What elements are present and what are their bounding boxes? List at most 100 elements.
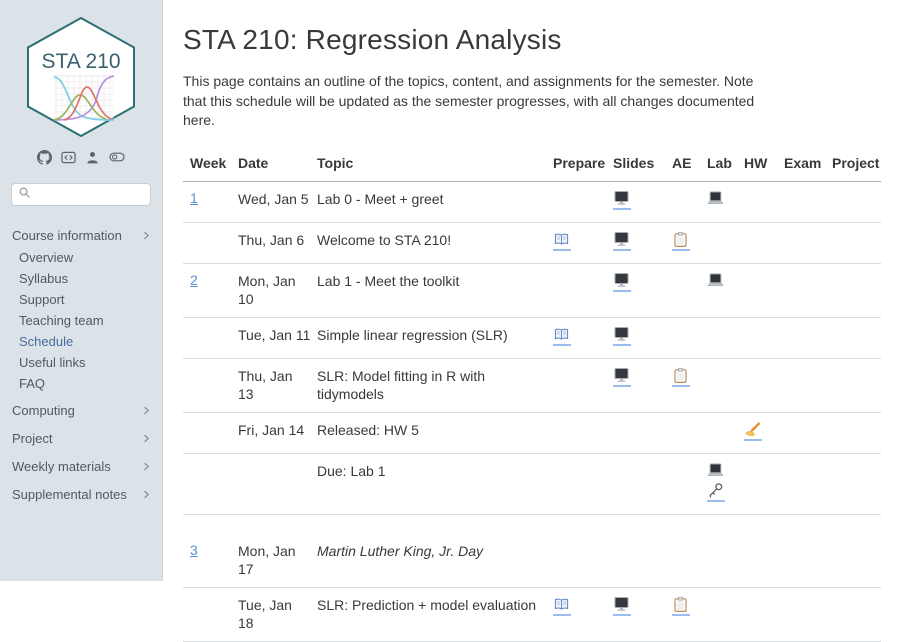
code-icon[interactable]	[61, 150, 76, 165]
ae-cell	[672, 222, 707, 263]
site-logo[interactable]: STA 210	[0, 0, 162, 143]
sidebar-item-faq[interactable]: FAQ	[0, 373, 162, 394]
week-cell	[183, 588, 238, 642]
hw-cell	[744, 181, 784, 222]
sidebar-item-schedule[interactable]: Schedule	[0, 331, 162, 352]
sidebar-item-syllabus[interactable]: Syllabus	[0, 268, 162, 289]
slides-cell	[613, 222, 672, 263]
writing-hand-icon[interactable]	[744, 421, 762, 441]
date-cell: Thu, Jan 6	[238, 222, 317, 263]
hw-cell	[744, 412, 784, 453]
lab-cell	[707, 412, 744, 453]
search-box[interactable]	[11, 183, 151, 206]
chevron-right-icon	[141, 405, 152, 416]
key-icon[interactable]	[707, 482, 725, 502]
column-header-prepare: Prepare	[553, 149, 613, 182]
week-cell	[183, 317, 238, 358]
week-link[interactable]: 3	[190, 542, 198, 558]
desktop-icon[interactable]	[613, 367, 631, 387]
desktop-icon[interactable]	[613, 272, 631, 292]
week-cell: 1	[183, 181, 238, 222]
book-icon[interactable]	[553, 596, 571, 616]
chevron-right-icon	[141, 489, 152, 500]
toggle-icon[interactable]	[109, 149, 125, 165]
user-icon[interactable]	[85, 150, 100, 165]
sidebar-item-teaching-team[interactable]: Teaching team	[0, 310, 162, 331]
date-cell: Fri, Jan 14	[238, 412, 317, 453]
sidebar-item-overview[interactable]: Overview	[0, 247, 162, 268]
week-link[interactable]: 2	[190, 272, 198, 288]
column-header-week: Week	[183, 149, 238, 182]
project-cell	[832, 222, 881, 263]
slides-cell	[613, 181, 672, 222]
sidebar-item-useful-links[interactable]: Useful links	[0, 352, 162, 373]
project-cell	[832, 358, 881, 412]
sidebar-section-label: Project	[12, 431, 52, 446]
ae-cell	[672, 588, 707, 642]
sidebar-section-course-information[interactable]: Course information	[0, 224, 162, 247]
hw-cell	[744, 263, 784, 317]
lab-cell	[707, 263, 744, 317]
sidebar-section-computing[interactable]: Computing	[0, 399, 162, 422]
topic-cell: SLR: Prediction + model evaluation	[317, 588, 553, 642]
sidebar-section-supplemental-notes[interactable]: Supplemental notes	[0, 483, 162, 506]
ae-cell	[672, 534, 707, 588]
sidebar-section-label: Computing	[12, 403, 75, 418]
prepare-cell	[553, 534, 613, 588]
week-cell: 2	[183, 263, 238, 317]
laptop-icon[interactable]	[707, 272, 725, 289]
desktop-icon[interactable]	[613, 190, 631, 210]
clipboard-icon[interactable]	[672, 367, 690, 387]
prepare-cell	[553, 412, 613, 453]
ae-cell	[672, 412, 707, 453]
hw-cell	[744, 534, 784, 588]
clipboard-icon[interactable]	[672, 231, 690, 251]
column-header-slides: Slides	[613, 149, 672, 182]
search-input[interactable]	[35, 187, 144, 203]
laptop-icon[interactable]	[707, 462, 725, 479]
slides-cell	[613, 358, 672, 412]
clipboard-icon[interactable]	[672, 596, 690, 616]
slides-cell	[613, 263, 672, 317]
column-header-exam: Exam	[784, 149, 832, 182]
sidebar-section-weekly-materials[interactable]: Weekly materials	[0, 455, 162, 478]
lab-cell	[707, 222, 744, 263]
desktop-icon[interactable]	[613, 596, 631, 616]
week-cell	[183, 412, 238, 453]
slides-cell	[613, 588, 672, 642]
hw-cell	[744, 358, 784, 412]
slides-cell	[613, 317, 672, 358]
date-cell: Mon, Jan 17	[238, 534, 317, 588]
exam-cell	[784, 317, 832, 358]
prepare-cell	[553, 222, 613, 263]
hw-cell	[744, 222, 784, 263]
sidebar-item-support[interactable]: Support	[0, 289, 162, 310]
lab-cell	[707, 534, 744, 588]
book-icon[interactable]	[553, 326, 571, 346]
slides-cell	[613, 412, 672, 453]
topic-cell: Simple linear regression (SLR)	[317, 317, 553, 358]
week-link[interactable]: 1	[190, 190, 198, 206]
laptop-icon[interactable]	[707, 190, 725, 207]
desktop-icon[interactable]	[613, 231, 631, 251]
ae-cell	[672, 317, 707, 358]
slides-cell	[613, 534, 672, 588]
topic-cell: Welcome to STA 210!	[317, 222, 553, 263]
social-icon-row	[0, 149, 162, 165]
chevron-right-icon	[141, 461, 152, 472]
book-icon[interactable]	[553, 231, 571, 251]
exam-cell	[784, 412, 832, 453]
github-icon[interactable]	[37, 150, 52, 165]
page-title: STA 210: Regression Analysis	[183, 24, 882, 56]
hw-cell	[744, 317, 784, 358]
lab-cell	[707, 588, 744, 642]
sidebar-section-project[interactable]: Project	[0, 427, 162, 450]
desktop-icon[interactable]	[613, 326, 631, 346]
column-header-project: Project	[832, 149, 881, 182]
